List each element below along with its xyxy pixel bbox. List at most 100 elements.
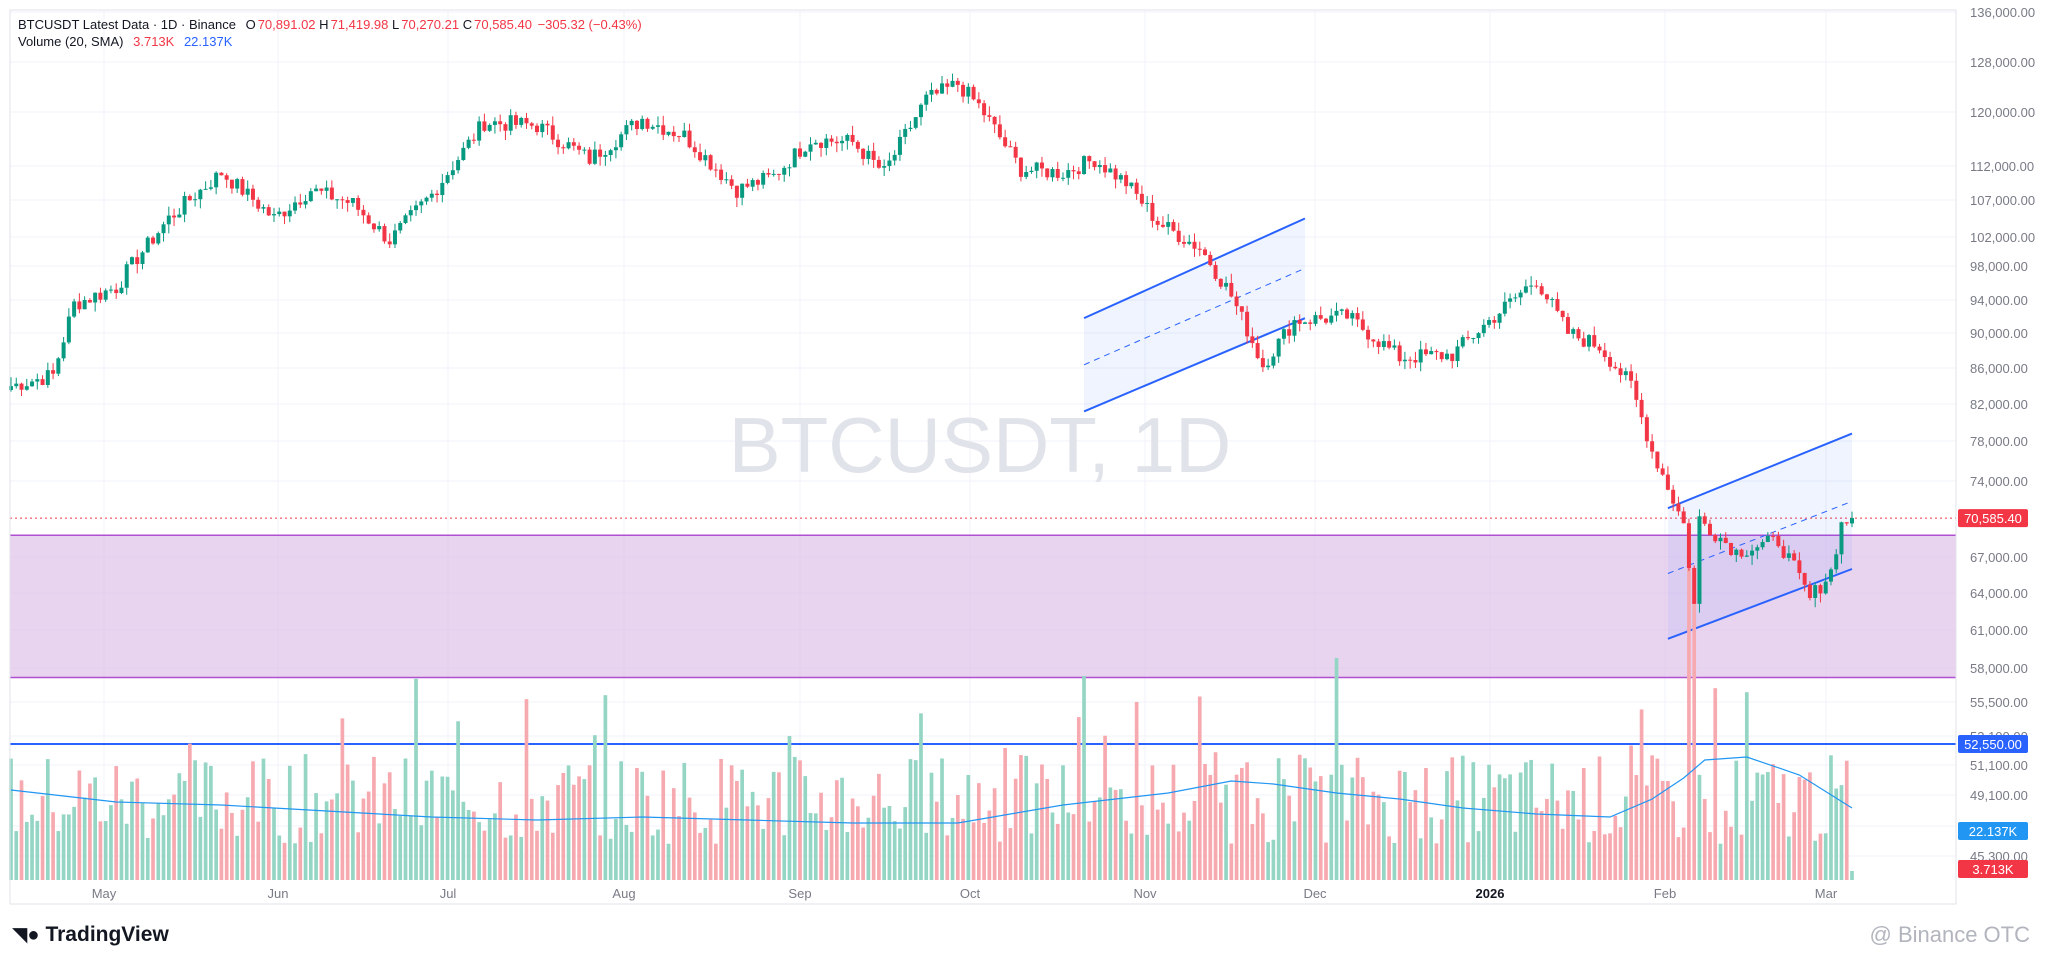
candle-body[interactable] — [1308, 322, 1313, 324]
candle-body[interactable] — [524, 117, 529, 124]
candle-body[interactable] — [1292, 320, 1297, 336]
candle-body[interactable] — [1487, 320, 1492, 325]
candle-body[interactable] — [577, 145, 582, 150]
candle-body[interactable] — [1276, 338, 1281, 357]
candle-body[interactable] — [782, 167, 787, 175]
candle-body[interactable] — [1423, 349, 1428, 355]
tradingview-logo[interactable]: ◥● TradingView — [12, 922, 169, 947]
candle-body[interactable] — [1644, 417, 1649, 442]
candle-body[interactable] — [561, 147, 566, 149]
candle-body[interactable] — [1623, 371, 1628, 376]
candle-body[interactable] — [308, 191, 313, 202]
candle-body[interactable] — [1345, 309, 1350, 319]
candle-body[interactable] — [624, 125, 629, 135]
candle-body[interactable] — [1160, 224, 1165, 227]
candle-body[interactable] — [650, 126, 655, 129]
candle-body[interactable] — [682, 130, 687, 138]
candle-body[interactable] — [1444, 353, 1449, 360]
candle-body[interactable] — [798, 148, 802, 157]
candle-body[interactable] — [1508, 298, 1513, 302]
candle-body[interactable] — [1287, 329, 1292, 336]
candle-body[interactable] — [803, 151, 808, 157]
candle-body[interactable] — [813, 142, 818, 145]
candle-body[interactable] — [918, 104, 923, 118]
candle-body[interactable] — [1324, 318, 1328, 323]
candle-body[interactable] — [1565, 317, 1570, 334]
candle-body[interactable] — [1087, 156, 1092, 162]
candle-body[interactable] — [1518, 292, 1523, 298]
candle-body[interactable] — [314, 188, 319, 192]
candle-body[interactable] — [366, 215, 371, 224]
candle-body[interactable] — [1476, 333, 1481, 339]
candle-body[interactable] — [30, 381, 35, 387]
candle-body[interactable] — [1544, 294, 1549, 300]
candle-body[interactable] — [135, 257, 140, 265]
candle-body[interactable] — [1039, 162, 1044, 169]
candle-body[interactable] — [114, 289, 119, 294]
candle-body[interactable] — [1492, 320, 1497, 323]
candle-body[interactable] — [829, 138, 834, 142]
candle-body[interactable] — [1639, 399, 1644, 418]
channel-lower-1[interactable] — [1667, 568, 1853, 640]
candle-body[interactable] — [1765, 535, 1770, 543]
candle-body[interactable] — [145, 237, 150, 253]
candle-body[interactable] — [1034, 162, 1039, 171]
candle-body[interactable] — [1366, 329, 1371, 340]
candle-body[interactable] — [1003, 137, 1008, 147]
candle-body[interactable] — [219, 172, 224, 176]
candle-body[interactable] — [324, 187, 329, 191]
candle-body[interactable] — [787, 167, 792, 169]
candle-body[interactable] — [1271, 356, 1276, 366]
candle-body[interactable] — [35, 379, 40, 382]
candle-body[interactable] — [14, 383, 19, 387]
candle-body[interactable] — [187, 196, 192, 201]
candle-body[interactable] — [1655, 451, 1660, 469]
candle-body[interactable] — [513, 115, 518, 125]
candle-body[interactable] — [45, 370, 50, 385]
candle-body[interactable] — [119, 287, 124, 294]
candle-body[interactable] — [1134, 182, 1139, 194]
candle-body[interactable] — [661, 125, 666, 135]
candle-body[interactable] — [1318, 315, 1323, 319]
candle-body[interactable] — [1450, 353, 1455, 362]
candle-body[interactable] — [403, 215, 408, 224]
candle-body[interactable] — [361, 209, 366, 216]
candle-body[interactable] — [1129, 182, 1134, 187]
candle-body[interactable] — [1618, 368, 1623, 376]
candle-body[interactable] — [619, 134, 624, 148]
candle-body[interactable] — [1729, 542, 1734, 555]
candle-body[interactable] — [698, 152, 703, 161]
candle-body[interactable] — [1371, 339, 1376, 342]
candle-body[interactable] — [387, 241, 392, 245]
candle-body[interactable] — [1208, 254, 1213, 266]
candle-body[interactable] — [908, 127, 913, 129]
candle-body[interactable] — [1229, 282, 1234, 297]
candle-body[interactable] — [1592, 335, 1597, 347]
candle-body[interactable] — [440, 182, 445, 196]
candle-body[interactable] — [1613, 366, 1618, 369]
candle-body[interactable] — [655, 125, 660, 127]
candle-body[interactable] — [1103, 165, 1108, 173]
candle-body[interactable] — [1187, 241, 1192, 244]
candle-body[interactable] — [966, 86, 971, 97]
candle-body[interactable] — [1339, 309, 1344, 311]
candle-body[interactable] — [613, 147, 618, 151]
candle-body[interactable] — [503, 124, 508, 131]
candle-body[interactable] — [1224, 282, 1229, 287]
candle-body[interactable] — [1713, 535, 1718, 542]
candle-body[interactable] — [1113, 168, 1118, 180]
candle-body[interactable] — [340, 199, 345, 201]
candle-body[interactable] — [345, 200, 350, 203]
candle-body[interactable] — [1360, 319, 1365, 330]
candle-body[interactable] — [93, 292, 98, 303]
candle-body[interactable] — [1781, 546, 1786, 558]
candle-body[interactable] — [645, 118, 650, 129]
candle-body[interactable] — [940, 83, 945, 94]
candle-body[interactable] — [640, 118, 645, 130]
candle-body[interactable] — [1402, 359, 1407, 362]
candle-body[interactable] — [1850, 518, 1854, 524]
candle-body[interactable] — [1355, 313, 1360, 320]
candle-body[interactable] — [703, 155, 708, 161]
candle-body[interactable] — [1429, 351, 1434, 355]
candle-body[interactable] — [371, 223, 376, 230]
